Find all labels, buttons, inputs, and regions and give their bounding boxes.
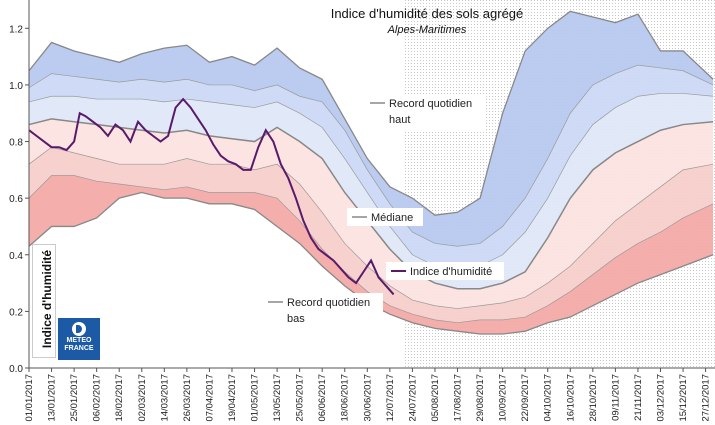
logo-line2: FRANCE	[64, 345, 94, 352]
x-tick-label: 01/01/2017	[24, 374, 35, 422]
x-tick-label: 21/11/2017	[633, 374, 644, 421]
x-tick-label: 27/12/2017	[701, 374, 712, 422]
legend-median: Médiane	[347, 208, 423, 226]
legend-index-label: Indice d'humidité	[410, 266, 492, 278]
x-tick-label: 09/11/2017	[610, 374, 621, 421]
x-ticks: 01/01/2017 13/01/2017 25/01/2017 06/02/2017…	[24, 368, 712, 422]
band-q25-q10	[29, 147, 714, 323]
logo-line1: METEO	[66, 337, 92, 344]
humidity-index-line	[28, 97, 395, 296]
x-tick-label: 12/07/2017	[385, 374, 396, 422]
q10-line	[28, 175, 714, 324]
x-tick-label: 10/09/2017	[498, 374, 509, 422]
x-tick-label: 06/02/2017	[92, 374, 103, 422]
x-tick-label: 22/09/2017	[520, 374, 531, 422]
legend-index: Indice d'humidité	[386, 262, 504, 280]
x-tick-label: 26/03/2017	[182, 374, 193, 422]
y-tick-label: 1.0	[9, 81, 23, 92]
x-tick-label: 19/04/2017	[227, 374, 238, 422]
x-tick-label: 15/12/2017	[678, 374, 689, 422]
x-tick-label: 13/05/2017	[272, 374, 283, 422]
x-tick-label: 17/08/2017	[453, 374, 464, 422]
x-tick-label: 18/02/2017	[114, 374, 125, 422]
chart-title: Indice d'humidité des sols agrégé	[331, 6, 524, 21]
y-axis-label: Indice d'humidité	[40, 249, 54, 349]
legend-record-high-line2: haut	[389, 114, 410, 126]
x-tick-label: 24/07/2017	[407, 374, 418, 422]
legend-record-low-line2: bas	[287, 313, 305, 325]
x-tick-label: 30/06/2017	[362, 374, 373, 422]
y-axis-label-box: Indice d'humidité	[32, 244, 56, 358]
meteo-france-logo-icon	[72, 322, 86, 336]
x-tick-label: 01/05/2017	[250, 374, 261, 422]
band-median-q25	[29, 118, 714, 309]
x-tick-label: 28/10/2017	[588, 374, 599, 422]
x-tick-label: 06/06/2017	[317, 374, 328, 422]
x-tick-label: 03/12/2017	[655, 374, 666, 422]
legend-record-low: Record quotidien bas	[263, 293, 383, 327]
q75-line	[28, 93, 714, 270]
x-tick-label: 02/03/2017	[137, 374, 148, 422]
x-tick-label: 07/04/2017	[204, 374, 215, 422]
meteo-france-logo: METEO FRANCE	[58, 318, 100, 360]
x-tick-label: 14/03/2017	[159, 374, 170, 422]
band-q90-q75	[29, 65, 714, 269]
record-high-line	[28, 10, 714, 216]
legend-record-low-line1: Record quotidien	[287, 297, 370, 309]
x-tick-label: 16/10/2017	[565, 374, 576, 422]
q90-line	[28, 64, 714, 247]
y-tick-label: 0.2	[9, 307, 23, 318]
y-tick-label: 0.0	[9, 364, 23, 375]
x-tick-label: 04/10/2017	[543, 374, 554, 422]
x-tick-label: 05/08/2017	[430, 374, 441, 422]
legend-record-high: Record quotidien haut	[364, 95, 484, 131]
y-tick-label: 0.6	[9, 194, 23, 205]
x-tick-label: 25/01/2017	[69, 374, 80, 422]
x-tick-label: 29/08/2017	[475, 374, 486, 422]
y-tick-label: 0.4	[9, 251, 23, 262]
legend-record-high-line1: Record quotidien	[389, 98, 472, 110]
x-tick-label: 13/01/2017	[47, 374, 58, 422]
x-tick-label: 18/06/2017	[340, 374, 351, 422]
chart-subtitle: Alpes-Maritimes	[387, 24, 467, 36]
band-record-high-q90	[29, 11, 714, 247]
legend-median-label: Médiane	[371, 212, 413, 224]
band-q75-median	[29, 93, 714, 289]
y-ticks: 0.0 0.2 0.4 0.6 0.8 1.0 1.2	[9, 24, 29, 375]
y-tick-label: 1.2	[9, 24, 23, 35]
x-tick-label: 25/05/2017	[295, 374, 306, 422]
y-tick-label: 0.8	[9, 138, 23, 149]
